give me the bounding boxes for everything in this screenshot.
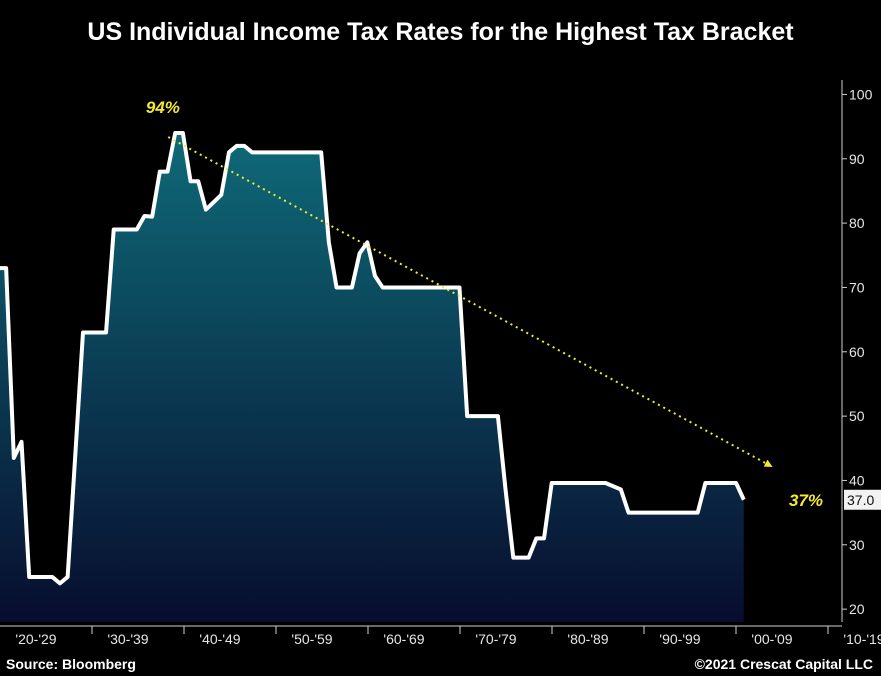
x-tick-label: '30-'39	[107, 631, 148, 647]
y-tick-label: 80	[849, 215, 865, 231]
last-value-badge	[844, 489, 881, 510]
rate-line	[0, 131, 746, 586]
trend-arrow	[167, 136, 773, 467]
peak-annotation: 94%	[146, 98, 180, 117]
y-tick-label: 20	[849, 601, 865, 617]
y-tick-label: 70	[849, 279, 865, 295]
y-tick-label: 40	[849, 472, 865, 488]
x-tick-label: '60-'69	[383, 631, 424, 647]
x-tick-label: '40-'49	[199, 631, 240, 647]
y-tick-label: 50	[849, 408, 865, 424]
x-tick-label: '80-'89	[567, 631, 608, 647]
x-tick-label: '00-'09	[751, 631, 792, 647]
y-tick-label: 90	[849, 151, 865, 167]
copyright-label: ©2021 Crescat Capital LLC	[694, 656, 873, 672]
x-tick-label: '50-'59	[291, 631, 332, 647]
x-tick-label: '70-'79	[475, 631, 516, 647]
last-value-label: 37.0	[847, 492, 874, 508]
x-tick-label: '20-'29	[15, 631, 56, 647]
y-tick-label: 30	[849, 537, 865, 553]
source-label: Source: Bloomberg	[6, 656, 136, 672]
rate-area	[0, 133, 744, 623]
y-tick-label: 60	[849, 344, 865, 360]
chart-title: US Individual Income Tax Rates for the H…	[87, 18, 794, 46]
y-tick-label: 100	[849, 86, 873, 102]
current-annotation: 37%	[789, 491, 823, 510]
x-tick-label: '10-'19	[843, 631, 881, 647]
x-tick-label: '90-'99	[659, 631, 700, 647]
